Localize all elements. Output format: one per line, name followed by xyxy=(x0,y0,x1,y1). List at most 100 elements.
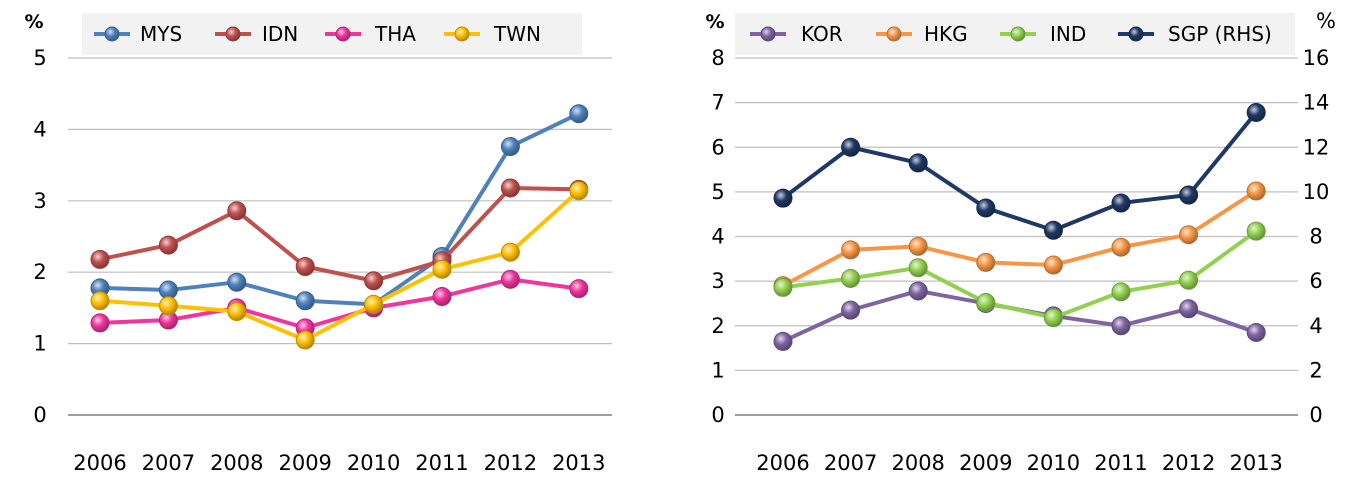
legend-label: KOR xyxy=(801,22,843,46)
data-point xyxy=(90,249,110,269)
data-point xyxy=(841,240,861,260)
x-tick-label: 2012 xyxy=(484,451,537,475)
data-point xyxy=(569,279,589,299)
data-point xyxy=(569,181,589,201)
legend-label: SGP (RHS) xyxy=(1168,22,1272,46)
data-point xyxy=(1043,255,1063,275)
y2-tick-label: 0 xyxy=(1309,403,1322,427)
data-point xyxy=(841,268,861,288)
data-point xyxy=(500,269,520,289)
y-tick-label: 0 xyxy=(33,403,46,427)
data-point xyxy=(158,235,178,255)
data-point xyxy=(500,242,520,262)
legend-label: IDN xyxy=(262,22,298,46)
data-point xyxy=(1179,185,1199,205)
x-tick-label: 2007 xyxy=(142,451,195,475)
x-tick-label: 2006 xyxy=(756,451,809,475)
data-point xyxy=(295,291,315,311)
legend-marker xyxy=(454,26,470,42)
data-point xyxy=(227,201,247,221)
data-point xyxy=(976,198,996,218)
data-point xyxy=(1111,316,1131,336)
x-tick-label: 2009 xyxy=(959,451,1012,475)
y-tick-label: 0 xyxy=(711,403,724,427)
data-point xyxy=(1043,308,1063,328)
series-sgp-rhs xyxy=(773,102,1266,240)
legend-marker xyxy=(225,26,241,42)
y2-tick-label: 14 xyxy=(1303,91,1330,115)
series-line xyxy=(781,110,1259,233)
legend-label: TWN xyxy=(493,22,541,46)
x-tick-label: 2011 xyxy=(1094,451,1147,475)
data-point xyxy=(432,259,452,279)
y-tick-label: 2 xyxy=(711,314,724,338)
data-point xyxy=(569,104,589,124)
y-tick-label: 5 xyxy=(711,180,724,204)
series-idn xyxy=(90,178,589,291)
legend-marker xyxy=(104,26,120,42)
data-point xyxy=(90,313,110,333)
x-tick-label: 2008 xyxy=(210,451,263,475)
data-point xyxy=(227,272,247,292)
x-tick-label: 2011 xyxy=(415,451,468,475)
data-point xyxy=(773,331,793,351)
y2-tick-label: 6 xyxy=(1309,269,1322,293)
data-point xyxy=(158,296,178,316)
y2-axis-unit: % xyxy=(1316,9,1336,33)
data-point xyxy=(1179,270,1199,290)
data-point xyxy=(364,294,384,314)
x-tick-label: 2008 xyxy=(891,451,944,475)
legend-marker xyxy=(760,26,776,42)
x-tick-label: 2010 xyxy=(1027,451,1080,475)
x-tick-label: 2007 xyxy=(824,451,877,475)
x-tick-label: 2009 xyxy=(278,451,331,475)
legend-label: HKG xyxy=(924,22,968,46)
chart-panel-1: 0 1 2 3 4 5% 2006 2007 2008 2009 2010 2011 2012 2013 M… xyxy=(24,11,612,475)
y-tick-label: 8 xyxy=(711,46,724,70)
data-point xyxy=(1111,237,1131,257)
series-kor xyxy=(773,281,1266,351)
series-line xyxy=(98,185,581,283)
x-tick-label: 2010 xyxy=(347,451,400,475)
y-tick-label: 4 xyxy=(711,225,724,249)
data-point xyxy=(976,293,996,313)
data-point xyxy=(1043,220,1063,240)
series-line xyxy=(98,277,581,330)
y2-tick-label: 8 xyxy=(1309,225,1322,249)
data-point xyxy=(1179,225,1199,245)
y2-tick-label: 2 xyxy=(1309,358,1322,382)
x-tick-label: 2006 xyxy=(73,451,126,475)
data-point xyxy=(500,137,520,157)
data-point xyxy=(295,256,315,276)
y-tick-label: 5 xyxy=(33,46,46,70)
legend-marker xyxy=(1010,26,1026,42)
legend-marker xyxy=(335,26,351,42)
data-point xyxy=(1246,221,1266,241)
data-point xyxy=(773,188,793,208)
y2-tick-label: 12 xyxy=(1303,135,1330,159)
series-line xyxy=(781,229,1259,320)
data-point xyxy=(432,286,452,306)
y2-tick-label: 10 xyxy=(1303,180,1330,204)
y-tick-label: 3 xyxy=(33,189,46,213)
legend-marker xyxy=(1128,26,1144,42)
y-tick-label: 3 xyxy=(711,269,724,293)
y-tick-label: 2 xyxy=(33,260,46,284)
data-point xyxy=(976,252,996,272)
x-tick-label: 2013 xyxy=(552,451,605,475)
data-point xyxy=(364,271,384,291)
series-hkg xyxy=(773,181,1266,296)
y-tick-label: 6 xyxy=(711,135,724,159)
data-point xyxy=(227,301,247,321)
y-tick-label: 4 xyxy=(33,117,46,141)
data-point xyxy=(773,277,793,297)
data-point xyxy=(908,281,928,301)
x-tick-label: 2012 xyxy=(1162,451,1215,475)
data-point xyxy=(500,178,520,198)
data-point xyxy=(90,291,110,311)
data-point xyxy=(1246,181,1266,201)
legend-label: IND xyxy=(1050,22,1086,46)
